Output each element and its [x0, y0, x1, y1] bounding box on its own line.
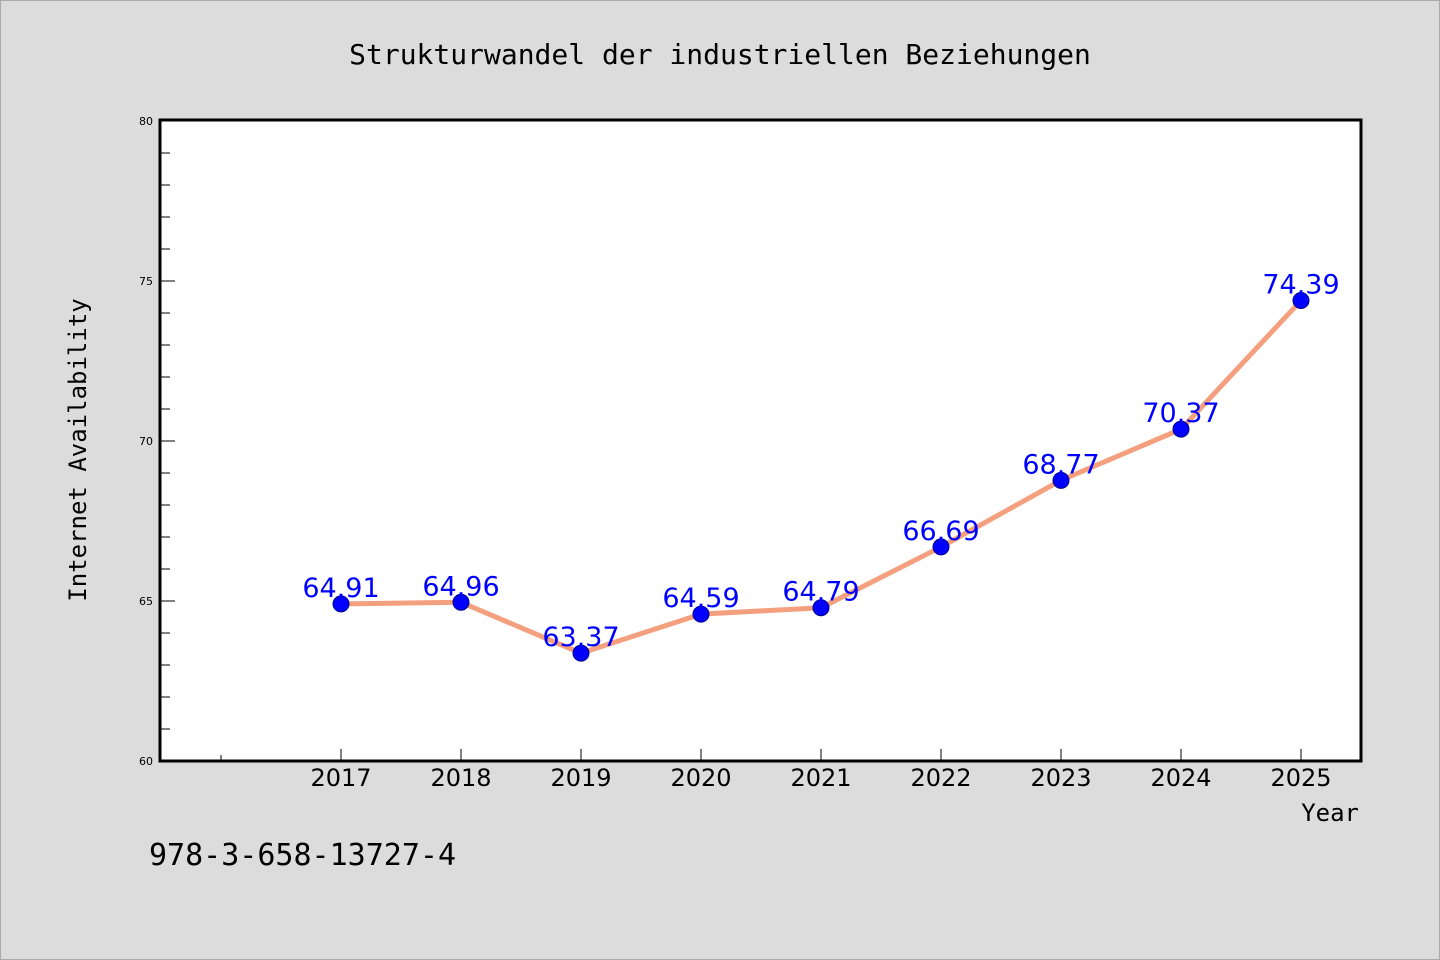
y-tick-label: 75: [139, 275, 153, 288]
x-tick-label: 2019: [550, 764, 611, 792]
data-label: 64.91: [302, 573, 379, 604]
data-point: [932, 538, 950, 556]
data-label: 74.39: [1262, 270, 1339, 301]
data-point: [812, 599, 830, 617]
x-axis: 2017 2018 2019 2020 2021 2022 2023 2024 2025: [220, 749, 1332, 792]
x-tick-label: 2024: [1150, 764, 1211, 792]
data-point: [452, 593, 470, 611]
chart-title: Strukturwandel der industriellen Beziehu…: [349, 38, 1091, 71]
x-tick-label: 2022: [910, 764, 971, 792]
data-label: 70.37: [1142, 398, 1219, 429]
data-point: [332, 595, 350, 613]
plot-area: [158, 118, 1363, 763]
y-tick-label: 70: [139, 435, 153, 448]
data-label: 66.69: [902, 516, 979, 547]
y-axis-label: Internet Availability: [64, 298, 92, 601]
data-label: 64.59: [662, 583, 739, 614]
data-point: [1172, 420, 1190, 438]
data-point: [1292, 292, 1310, 310]
x-tick-label: 2025: [1270, 764, 1331, 792]
y-axis: 60 65 70 75 80: [139, 115, 175, 768]
y-tick-label: 80: [139, 115, 153, 128]
x-tick-label: 2017: [310, 764, 371, 792]
data-label: 68.77: [1022, 449, 1099, 480]
data-label: 64.79: [782, 577, 859, 608]
data-point: [572, 644, 590, 662]
x-axis-label: Year: [1301, 799, 1359, 827]
data-point: [1052, 471, 1070, 489]
x-tick-label: 2023: [1030, 764, 1091, 792]
isbn-text: 978-3-658-13727-4: [149, 838, 456, 873]
x-tick-label: 2018: [430, 764, 491, 792]
y-tick-label: 65: [139, 595, 153, 608]
data-series: 64.91 64.96 63.37 64.59 64.79 66.69 68.77 70.37…: [302, 270, 1340, 662]
x-tick-label: 2020: [670, 764, 731, 792]
x-tick-label: 2021: [790, 764, 851, 792]
y-tick-label: 60: [139, 755, 153, 768]
data-label: 63.37: [542, 622, 619, 653]
data-point: [692, 605, 710, 623]
data-label: 64.96: [422, 571, 499, 602]
